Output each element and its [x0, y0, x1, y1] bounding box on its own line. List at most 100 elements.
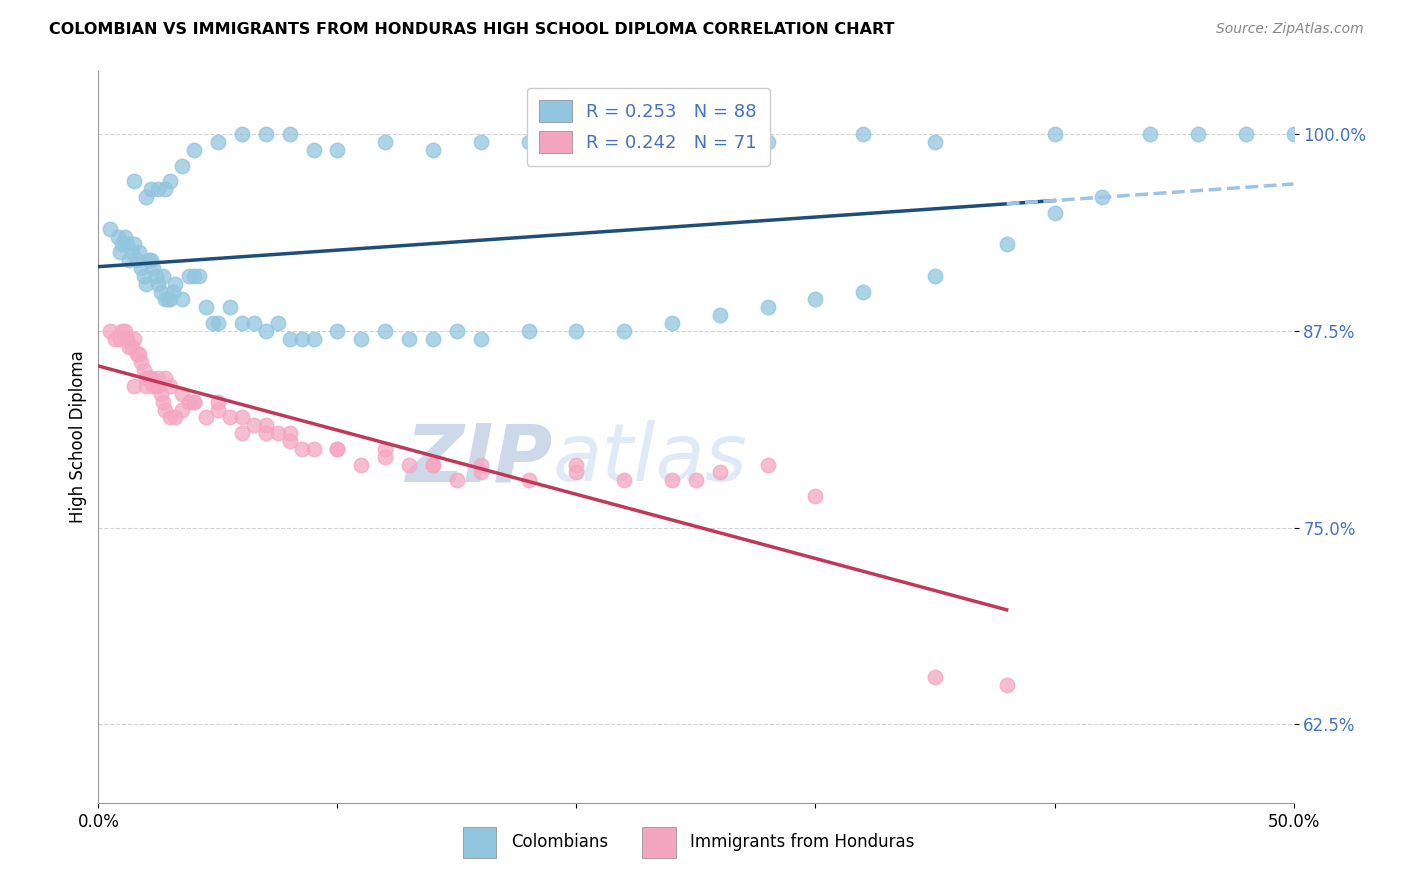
Point: [172, 387, 194, 401]
Point: [148, 182, 170, 196]
Point: [108, 245, 131, 260]
Point: [350, 332, 373, 346]
Point: [135, 371, 157, 385]
Point: [149, 285, 172, 299]
Point: [159, 410, 181, 425]
Point: [374, 324, 396, 338]
Point: [278, 128, 301, 142]
Point: [128, 245, 150, 260]
Point: [804, 293, 827, 307]
Point: [374, 135, 396, 149]
Point: [139, 182, 162, 196]
Point: [145, 379, 167, 393]
Point: [374, 450, 396, 464]
Point: [709, 466, 731, 480]
Point: [142, 379, 165, 393]
Point: [1091, 190, 1114, 204]
Text: Source: ZipAtlas.com: Source: ZipAtlas.com: [1216, 22, 1364, 37]
Point: [398, 458, 420, 472]
Point: [183, 268, 205, 283]
Point: [470, 466, 492, 480]
Point: [155, 293, 177, 307]
Point: [470, 458, 492, 472]
Point: [135, 379, 157, 393]
Point: [121, 340, 143, 354]
Point: [115, 237, 138, 252]
Point: [1139, 128, 1161, 142]
Point: [148, 371, 170, 385]
Point: [995, 678, 1018, 692]
Point: [139, 371, 162, 385]
Point: [1043, 128, 1066, 142]
Point: [398, 332, 420, 346]
Point: [613, 135, 636, 149]
Point: [155, 182, 177, 196]
Point: [804, 489, 827, 503]
Legend: R = 0.253   N = 88, R = 0.242   N = 71: R = 0.253 N = 88, R = 0.242 N = 71: [527, 87, 769, 166]
Point: [613, 473, 636, 487]
Point: [98, 221, 122, 235]
Point: [195, 410, 218, 425]
Point: [195, 301, 218, 315]
Point: [179, 268, 201, 283]
Point: [172, 402, 194, 417]
Point: [1282, 128, 1305, 142]
Text: COLOMBIAN VS IMMIGRANTS FROM HONDURAS HIGH SCHOOL DIPLOMA CORRELATION CHART: COLOMBIAN VS IMMIGRANTS FROM HONDURAS HI…: [49, 22, 894, 37]
Point: [326, 324, 349, 338]
Point: [685, 473, 707, 487]
Point: [852, 128, 875, 142]
Point: [231, 426, 253, 441]
Point: [125, 253, 148, 268]
Point: [132, 268, 155, 283]
Point: [756, 301, 779, 315]
Point: [446, 473, 468, 487]
Point: [995, 237, 1018, 252]
Point: [756, 135, 779, 149]
Point: [159, 174, 181, 188]
Point: [326, 442, 349, 456]
Point: [156, 293, 179, 307]
Point: [163, 410, 186, 425]
Point: [1043, 206, 1066, 220]
Point: [183, 394, 205, 409]
Point: [1187, 128, 1209, 142]
Point: [118, 340, 141, 354]
Point: [149, 387, 172, 401]
Point: [254, 426, 277, 441]
Point: [924, 135, 946, 149]
Point: [111, 324, 134, 338]
Point: [267, 316, 290, 330]
Text: ZIP: ZIP: [405, 420, 553, 498]
Point: [517, 473, 540, 487]
Point: [207, 402, 229, 417]
Point: [132, 363, 155, 377]
Point: [422, 143, 444, 157]
Point: [107, 229, 129, 244]
Point: [374, 442, 396, 456]
Point: [148, 277, 170, 291]
Point: [291, 332, 314, 346]
Point: [924, 670, 946, 684]
Text: Immigrants from Honduras: Immigrants from Honduras: [690, 832, 914, 851]
Point: [422, 458, 444, 472]
Point: [135, 277, 157, 291]
Point: [565, 324, 588, 338]
Point: [118, 253, 141, 268]
Point: [114, 324, 136, 338]
Point: [924, 268, 946, 283]
Point: [131, 355, 153, 369]
Point: [155, 371, 177, 385]
Point: [756, 458, 779, 472]
Point: [172, 293, 194, 307]
Point: [128, 347, 150, 361]
Point: [124, 237, 146, 252]
Point: [139, 371, 162, 385]
Point: [422, 332, 444, 346]
Point: [179, 394, 201, 409]
Point: [131, 260, 153, 275]
Point: [254, 418, 277, 433]
Point: [685, 135, 707, 149]
Point: [104, 332, 127, 346]
Point: [231, 410, 253, 425]
Point: [121, 245, 143, 260]
